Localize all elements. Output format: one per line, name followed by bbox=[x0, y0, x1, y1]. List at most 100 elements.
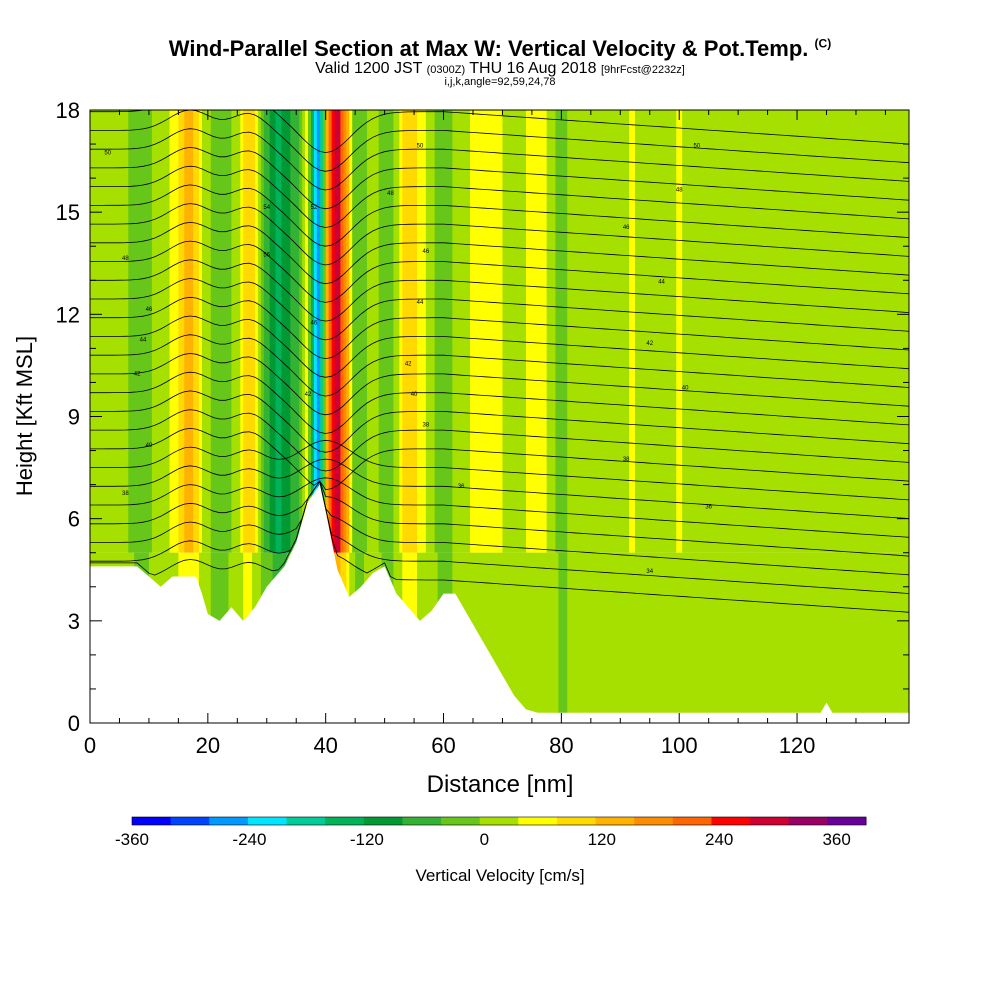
velocity-stripe-low bbox=[764, 552, 769, 723]
velocity-stripe-low bbox=[770, 552, 775, 723]
theta-contour bbox=[90, 296, 909, 360]
velocity-stripe bbox=[417, 110, 421, 553]
velocity-stripe bbox=[216, 110, 221, 553]
velocity-stripe bbox=[196, 110, 200, 553]
x-tick-label: 120 bbox=[779, 733, 816, 758]
velocity-stripe-low bbox=[581, 552, 586, 723]
velocity-stripe bbox=[770, 110, 775, 553]
velocity-stripe bbox=[838, 110, 842, 553]
velocity-stripe-low bbox=[608, 552, 613, 723]
colorbar-tick-label: 0 bbox=[480, 830, 489, 849]
velocity-stripe-low bbox=[614, 552, 618, 723]
velocity-stripe-low bbox=[543, 552, 548, 723]
velocity-stripe-low bbox=[570, 552, 574, 723]
y-tick-label: 18 bbox=[56, 98, 80, 123]
velocity-stripe bbox=[605, 110, 610, 553]
velocity-stripe bbox=[249, 110, 253, 553]
velocity-stripe-low bbox=[528, 552, 533, 723]
velocity-stripe bbox=[490, 110, 495, 553]
velocity-stripe bbox=[384, 110, 389, 553]
velocity-stripe bbox=[652, 110, 657, 553]
theta-label: 46 bbox=[146, 307, 153, 313]
colorbar-swatch bbox=[518, 817, 558, 825]
theta-label: 38 bbox=[122, 491, 129, 497]
colorbar-swatch bbox=[441, 817, 481, 825]
velocity-stripe bbox=[319, 110, 324, 553]
velocity-stripe bbox=[900, 110, 904, 553]
velocity-stripe bbox=[493, 110, 498, 553]
theta-contour bbox=[90, 439, 909, 501]
velocity-stripe-low bbox=[773, 552, 778, 723]
velocity-stripe bbox=[832, 110, 836, 553]
velocity-stripe bbox=[543, 110, 548, 553]
velocity-stripe-low bbox=[814, 552, 819, 723]
theta-contour bbox=[90, 477, 909, 538]
velocity-stripe bbox=[850, 110, 854, 553]
velocity-stripe bbox=[431, 110, 436, 553]
velocity-stripe-low bbox=[873, 552, 878, 723]
colorbar: -360 -240 -120 0 120 240 360 bbox=[115, 816, 867, 849]
velocity-stripe-low bbox=[635, 552, 639, 723]
velocity-stripe-low bbox=[637, 552, 642, 723]
velocity-stripe bbox=[741, 110, 745, 553]
theta-contour bbox=[90, 259, 909, 322]
theta-contour bbox=[90, 240, 909, 303]
velocity-stripe-low bbox=[823, 552, 828, 723]
velocity-stripe bbox=[573, 110, 577, 553]
terrain-mask bbox=[90, 484, 909, 723]
velocity-stripe bbox=[502, 110, 506, 553]
velocity-stripe bbox=[461, 110, 465, 553]
velocity-stripe bbox=[160, 110, 165, 553]
velocity-stripe bbox=[166, 110, 171, 553]
colorbar-frame bbox=[131, 816, 867, 826]
theta-contour bbox=[90, 371, 909, 434]
velocity-stripe bbox=[673, 110, 677, 553]
theta-label: 44 bbox=[417, 300, 424, 306]
velocity-stripe-low bbox=[755, 552, 760, 723]
theta-label: 38 bbox=[623, 457, 630, 463]
velocity-stripe bbox=[608, 110, 613, 553]
velocity-stripe bbox=[437, 110, 442, 553]
theta-contour bbox=[90, 203, 909, 266]
velocity-stripe bbox=[331, 110, 336, 553]
velocity-stripe bbox=[682, 110, 686, 553]
colorbar-swatch bbox=[363, 817, 403, 825]
velocity-stripe-low bbox=[567, 552, 571, 723]
x-tick-label: 0 bbox=[84, 733, 96, 758]
colorbar-swatch bbox=[556, 817, 597, 825]
velocity-stripe bbox=[861, 110, 866, 553]
colorbar-swatch bbox=[132, 817, 172, 825]
theta-contour bbox=[90, 480, 909, 594]
velocity-stripe bbox=[729, 110, 733, 553]
velocity-stripe bbox=[720, 110, 724, 553]
theta-label: 44 bbox=[140, 338, 147, 344]
velocity-stripe bbox=[797, 110, 801, 553]
velocity-stripe-low bbox=[894, 552, 898, 723]
velocity-stripe-low bbox=[593, 552, 598, 723]
theta-label: 50 bbox=[417, 143, 424, 149]
velocity-stripe bbox=[723, 110, 727, 553]
velocity-stripe bbox=[705, 110, 710, 553]
velocity-stripe bbox=[452, 110, 456, 553]
velocity-stripe bbox=[661, 110, 666, 553]
velocity-stripe bbox=[540, 110, 545, 553]
velocity-stripe-low bbox=[867, 552, 872, 723]
theta-contour bbox=[90, 480, 909, 576]
velocity-stripe bbox=[584, 110, 589, 553]
velocity-stripe-low bbox=[534, 552, 539, 723]
velocity-stripe-low bbox=[561, 552, 565, 723]
velocity-stripe-low bbox=[602, 552, 607, 723]
velocity-stripe bbox=[732, 110, 736, 553]
velocity-stripe bbox=[446, 110, 451, 553]
colorbar-swatch bbox=[788, 817, 828, 825]
velocity-stripe-low bbox=[858, 552, 863, 723]
velocity-stripe bbox=[655, 110, 660, 553]
velocity-stripe bbox=[178, 110, 182, 553]
velocity-stripe bbox=[629, 110, 633, 553]
velocity-stripe bbox=[744, 110, 748, 553]
velocity-stripe-low bbox=[720, 552, 724, 723]
velocity-stripe bbox=[693, 110, 698, 553]
velocity-stripe-low bbox=[652, 552, 657, 723]
theta-contour bbox=[90, 146, 909, 210]
